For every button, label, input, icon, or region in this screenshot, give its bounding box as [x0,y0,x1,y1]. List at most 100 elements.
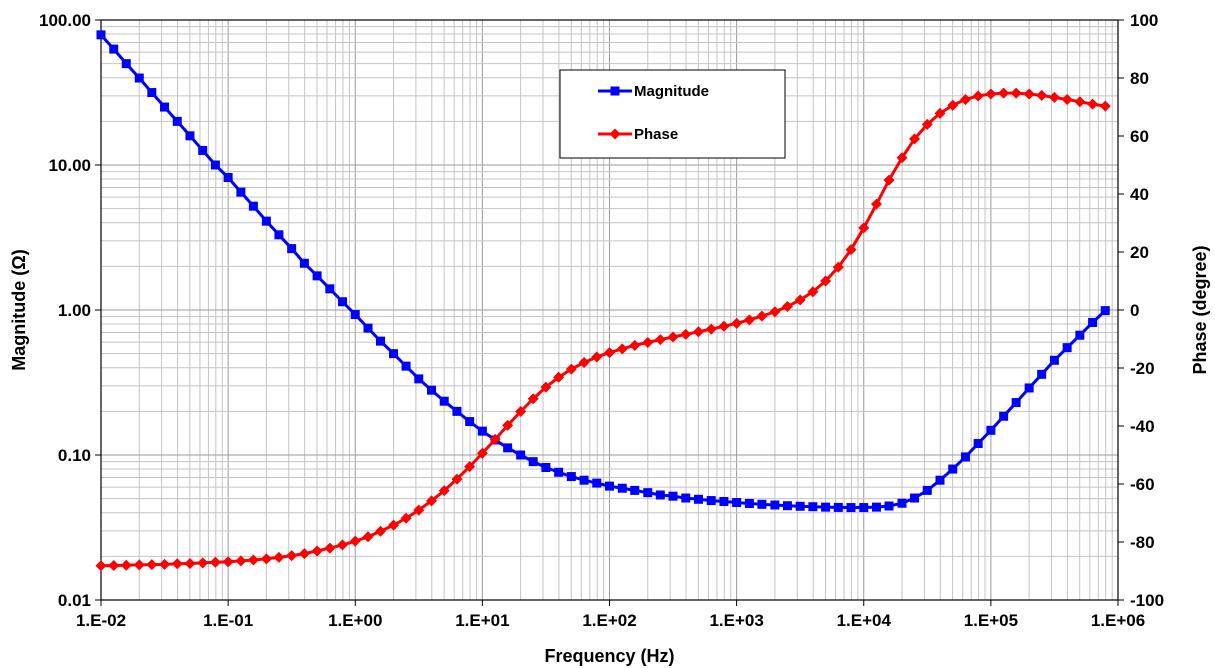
x-tick-label: 1.E+01 [455,611,509,630]
phase-point [743,314,755,326]
phase-point [1074,96,1086,108]
magnitude-point [1062,343,1072,353]
phase-point [553,371,565,383]
phase-point [578,356,590,368]
right-tick-label: 80 [1130,69,1149,88]
phase-point [909,133,921,145]
magnitude-point [439,396,449,406]
phase-point [591,351,603,363]
phase-point [934,107,946,119]
phase-point [209,556,221,568]
right-tick-label: -100 [1130,591,1164,610]
left-tick-label: 0.01 [58,591,91,610]
magnitude-point [223,172,233,182]
phase-point [133,559,145,571]
series-phase [95,87,1111,572]
magnitude-point [287,244,297,254]
magnitude-point [833,502,843,512]
phase-point [781,301,793,313]
magnitude-point [1011,398,1021,408]
phase-point [807,286,819,298]
phase-point [921,118,933,130]
magnitude-point [732,498,742,508]
phase-point [731,317,743,329]
phase-point [337,539,349,551]
phase-point [680,328,692,340]
magnitude-point [248,201,258,211]
phase-point [362,531,374,543]
phase-point [298,548,310,560]
magnitude-point [605,481,614,491]
magnitude-point [986,425,996,435]
phase-point [1023,88,1035,100]
magnitude-point [744,498,754,508]
legend-phase-label: Phase [634,126,678,143]
phase-point [273,551,285,563]
x-tick-label: 1.E+05 [964,611,1018,630]
magnitude-point [808,502,818,512]
magnitude-point [210,160,220,170]
phase-point [540,381,552,393]
phase-point [858,222,870,234]
magnitude-point [706,496,716,506]
phase-point [375,525,387,537]
legend-magnitude-marker [610,86,620,96]
phase-point [667,331,679,343]
magnitude-point [299,258,309,268]
phase-point [972,90,984,102]
phase-point [1099,100,1111,112]
right-tick-label: -20 [1130,359,1155,378]
magnitude-point [274,230,284,240]
phase-point [120,559,132,571]
phase-point [426,495,438,507]
magnitude-point [554,467,564,477]
magnitude-point [681,493,691,503]
magnitude-point [109,44,119,54]
magnitude-point [579,475,589,485]
phase-point [464,461,476,473]
phase-point [171,558,183,570]
right-axis-title: Phase (degree) [1190,245,1210,374]
magnitude-point [503,443,513,453]
magnitude-point [134,73,144,83]
x-tick-label: 1.E-01 [203,611,253,630]
magnitude-point [325,284,335,294]
magnitude-point [897,498,907,508]
magnitude-point [630,485,640,495]
magnitude-point [401,361,411,371]
magnitude-point [846,503,856,513]
magnitude-point [1024,383,1034,393]
magnitude-point [363,323,373,333]
phase-point [476,447,488,459]
phase-point [1010,87,1022,99]
magnitude-point [668,491,678,501]
phase-point [400,512,412,524]
phase-point [349,535,361,547]
phase-point [1087,98,1099,110]
x-tick-label: 1.E-02 [76,611,126,630]
phase-point [247,554,259,566]
magnitude-point [1088,317,1098,327]
magnitude-point [414,374,424,384]
left-tick-label: 100.00 [39,11,91,30]
magnitude-point [872,502,882,512]
magnitude-point [859,503,869,513]
magnitude-point [541,462,551,472]
legend-magnitude-label: Magnitude [634,83,709,100]
x-tick-label: 1.E+04 [837,611,892,630]
phase-point [388,519,400,531]
right-tick-label: 60 [1130,127,1149,146]
magnitude-point [376,336,386,346]
legend: Magnitude Phase [559,69,786,159]
phase-point [235,555,247,567]
magnitude-point [261,216,271,226]
phase-point [286,550,298,562]
magnitude-point [338,297,348,307]
x-tick-label: 1.E+03 [709,611,763,630]
magnitude-point [922,485,932,495]
phase-point [438,485,450,497]
right-tick-label: -80 [1130,533,1155,552]
magnitude-point [821,502,831,512]
phase-point [947,99,959,111]
